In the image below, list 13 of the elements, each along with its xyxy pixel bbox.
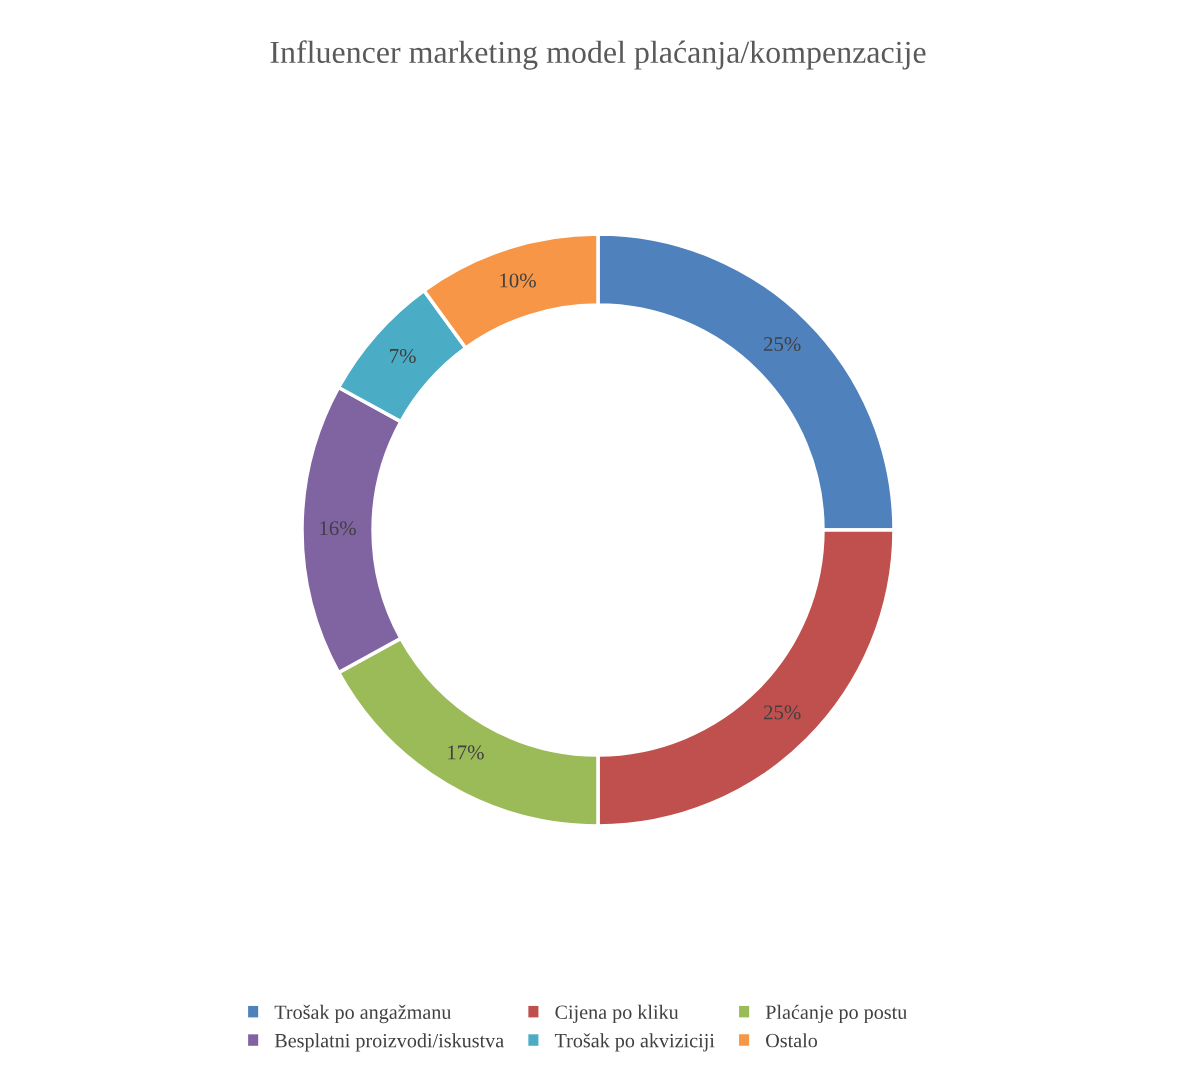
- legend-label: Ostalo: [766, 1033, 818, 1048]
- legend-label: Besplatni proizvodi/iskustva: [274, 1033, 504, 1052]
- data-label: 10%: [500, 273, 536, 288]
- data-label: 25%: [764, 336, 801, 352]
- data-label: 17%: [448, 745, 484, 760]
- legend-label: Plaćanje po postu: [765, 1004, 907, 1024]
- legend-label: Cijena po kliku: [555, 1004, 679, 1024]
- data-label: 16%: [320, 521, 356, 536]
- data-label: 7%: [390, 348, 416, 364]
- chart-title: Influencer marketing model plaćanja/kompenzacije: [270, 40, 926, 70]
- legend-label: Trošak po akviziciji: [554, 1033, 715, 1052]
- legend-label: Trošak po angažmanu: [274, 1004, 452, 1024]
- data-label: 25%: [764, 705, 801, 720]
